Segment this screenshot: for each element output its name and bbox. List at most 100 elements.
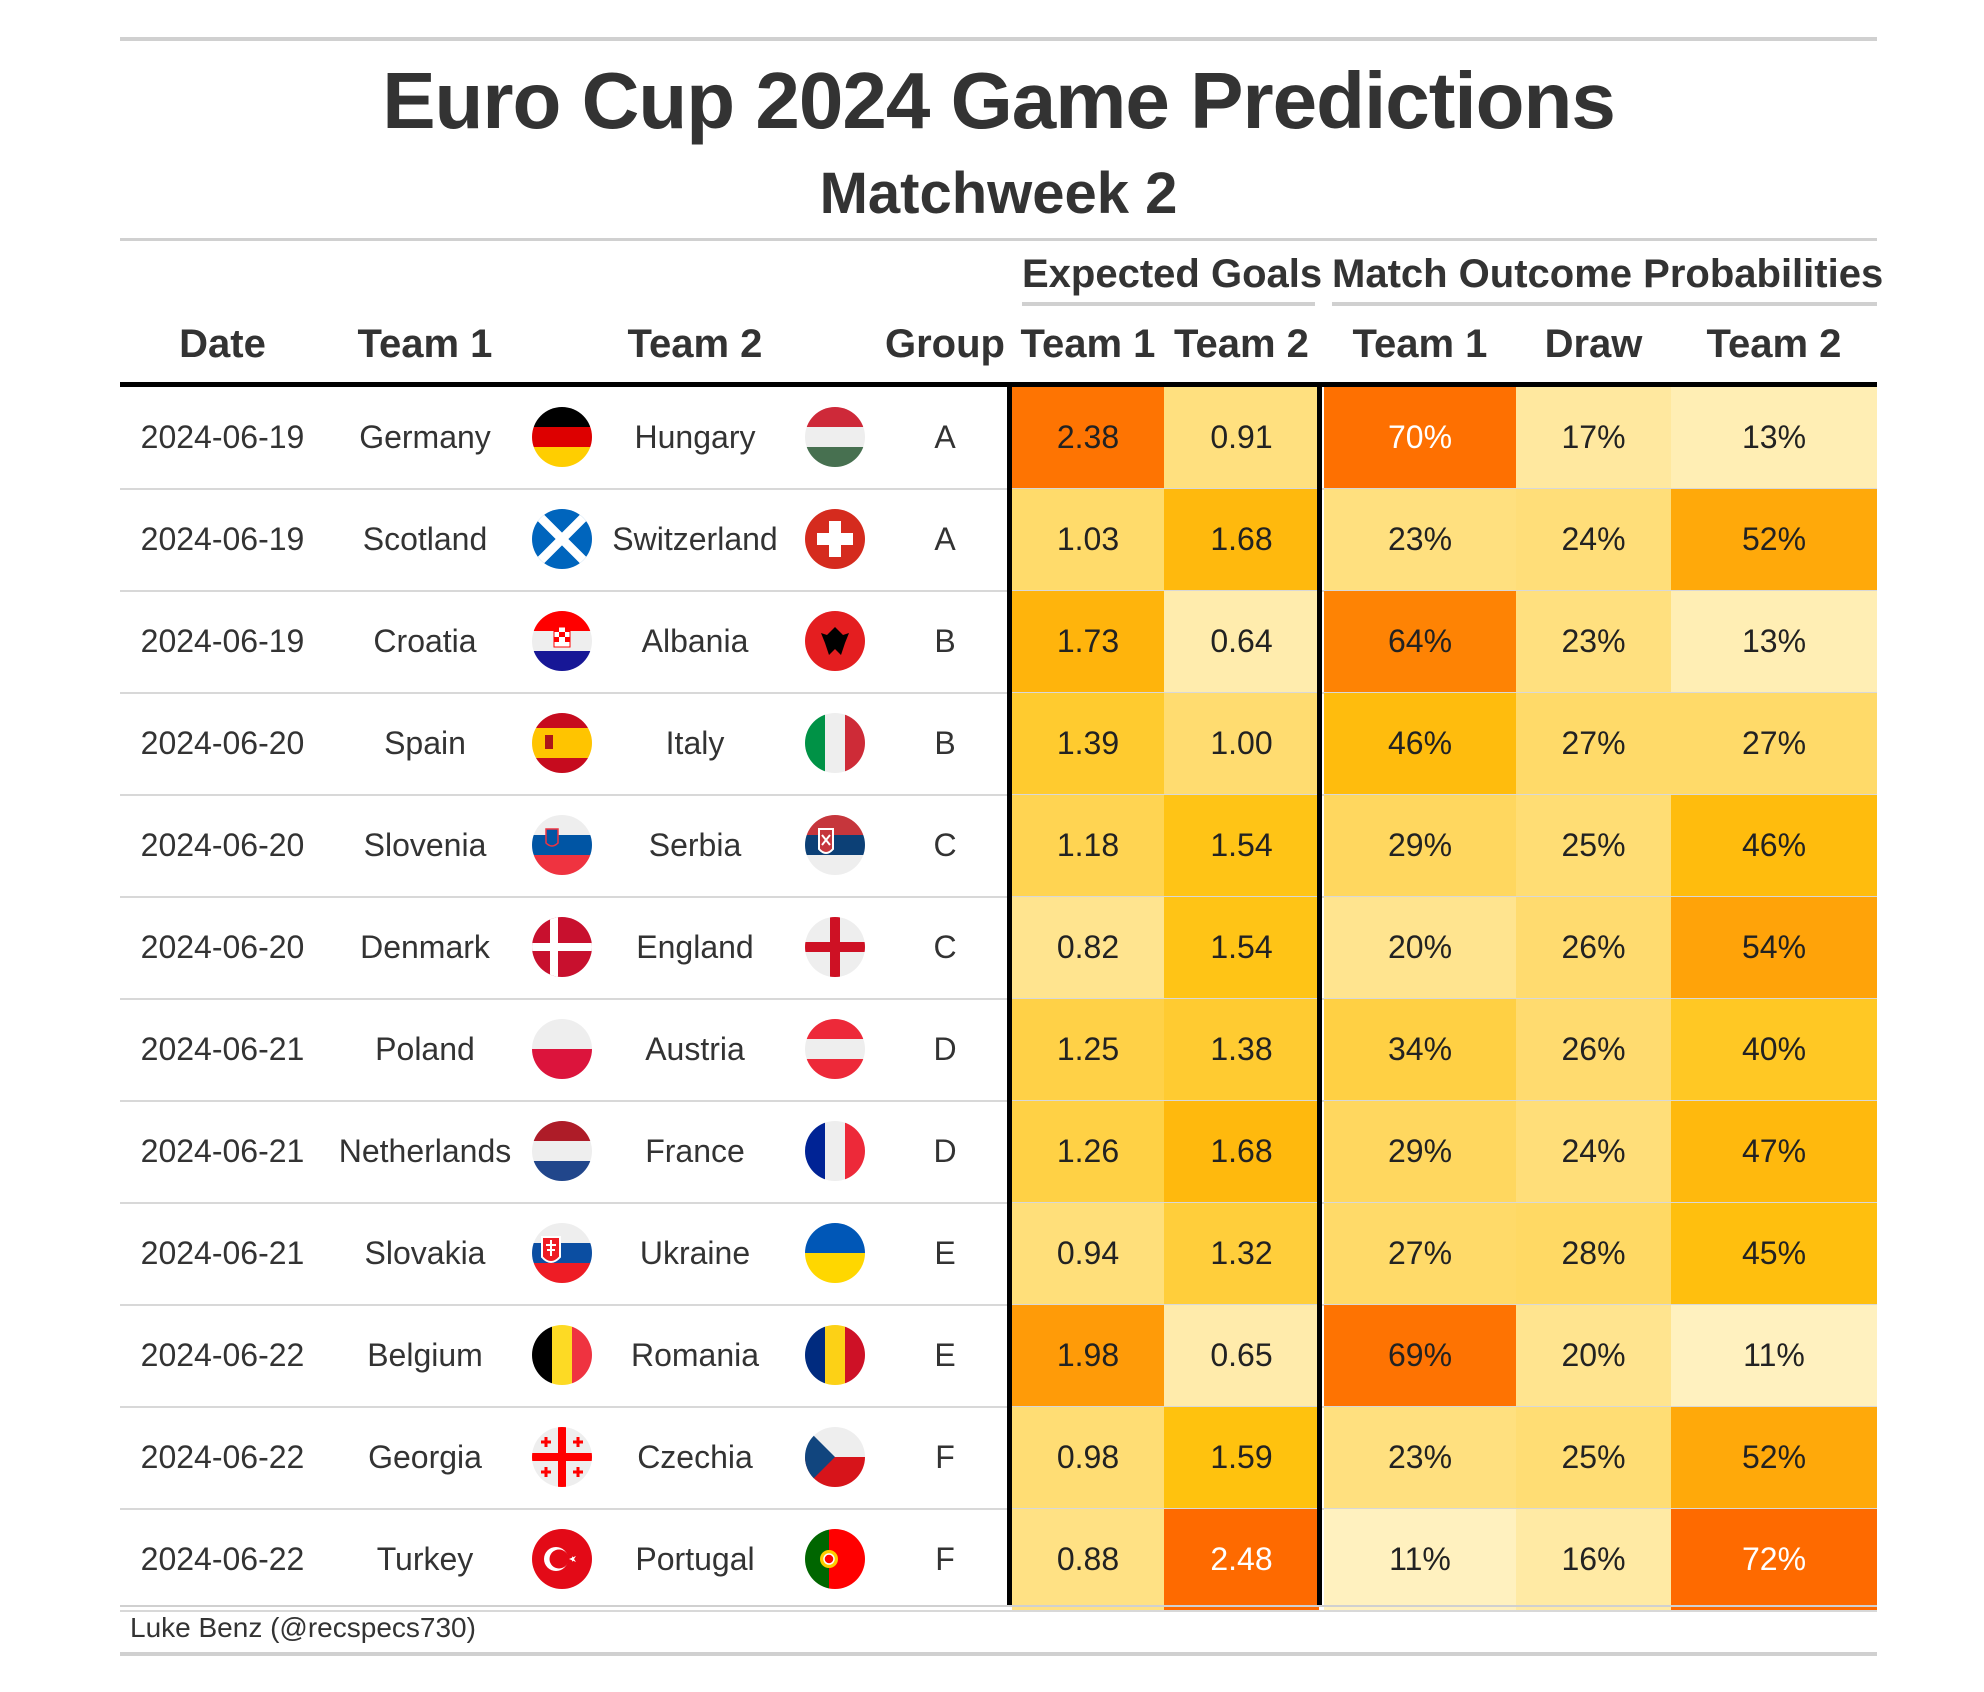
cell-xg1: 0.82 bbox=[1012, 897, 1164, 998]
cell-team2: Switzerland bbox=[612, 521, 778, 557]
cell-draw: 26% bbox=[1516, 897, 1671, 998]
chart-subtitle: Matchweek 2 bbox=[819, 161, 1178, 226]
col-header-team2: Team 2 bbox=[627, 322, 763, 366]
table-row: 2024-06-20 Slovenia Serbia C 1.18 1.54 29% 25% 4… bbox=[120, 795, 1877, 898]
cell-team2: Italy bbox=[665, 725, 725, 761]
romania-flag-icon bbox=[805, 1325, 865, 1385]
cell-xg1: 1.73 bbox=[1012, 591, 1164, 692]
cell-draw: 24% bbox=[1516, 489, 1671, 590]
col-header-xg-team2: Team 2 bbox=[1174, 322, 1309, 366]
cell-group: B bbox=[934, 725, 956, 761]
cell-p1: 34% bbox=[1324, 999, 1516, 1100]
cell-p1: 46% bbox=[1324, 693, 1516, 794]
cell-date: 2024-06-22 bbox=[140, 1439, 305, 1475]
col-header-prob-team2: Team 2 bbox=[1706, 322, 1842, 366]
cell-group: D bbox=[933, 1031, 957, 1067]
cell-p2: 11% bbox=[1671, 1305, 1877, 1406]
cell-xg2: 2.48 bbox=[1164, 1509, 1319, 1610]
cell-xg1: 1.98 bbox=[1012, 1305, 1164, 1406]
cell-xg2: 1.38 bbox=[1164, 999, 1319, 1100]
cell-team2: Austria bbox=[645, 1031, 745, 1067]
cell-p1: 20% bbox=[1324, 897, 1516, 998]
cell-draw: 27% bbox=[1516, 693, 1671, 794]
table-row: 2024-06-19 Scotland Switzerland A 1.03 1.68 23… bbox=[120, 489, 1877, 592]
cell-team2: England bbox=[636, 929, 754, 965]
cell-date: 2024-06-21 bbox=[140, 1133, 305, 1169]
cell-date: 2024-06-19 bbox=[140, 623, 305, 659]
cell-xg2: 0.65 bbox=[1164, 1305, 1319, 1406]
cell-p1: 11% bbox=[1324, 1509, 1516, 1610]
cell-team2: Portugal bbox=[635, 1541, 755, 1577]
cell-xg2: 1.54 bbox=[1164, 897, 1319, 998]
bottom-rule bbox=[120, 1652, 1877, 1656]
cell-date: 2024-06-19 bbox=[140, 521, 305, 557]
cell-team1: Turkey bbox=[376, 1541, 474, 1577]
turkey-flag-icon bbox=[532, 1529, 592, 1589]
cell-team1: Spain bbox=[384, 725, 466, 761]
denmark-flag-icon bbox=[532, 917, 592, 977]
cell-xg2: 1.00 bbox=[1164, 693, 1319, 794]
cell-draw: 25% bbox=[1516, 795, 1671, 896]
cell-team1: Slovenia bbox=[363, 827, 487, 863]
portugal-flag-icon bbox=[805, 1529, 865, 1589]
cell-p2: 45% bbox=[1671, 1203, 1877, 1304]
cell-team2: Czechia bbox=[637, 1439, 753, 1475]
cell-draw: 28% bbox=[1516, 1203, 1671, 1304]
header-rule bbox=[120, 238, 1877, 241]
netherlands-flag-icon bbox=[532, 1121, 592, 1181]
table-row: 2024-06-21 Slovakia Ukraine E 0.94 1.32 27% 28%… bbox=[120, 1203, 1877, 1306]
cell-date: 2024-06-20 bbox=[140, 827, 305, 863]
cell-team1: Denmark bbox=[360, 929, 490, 965]
table-row: 2024-06-22 Georgia Czechia F 0.98 1.59 23% 25% 5… bbox=[120, 1407, 1877, 1510]
source-credit: Luke Benz (@recspecs730) bbox=[130, 1612, 476, 1643]
cell-p2: 46% bbox=[1671, 795, 1877, 896]
cell-xg2: 0.64 bbox=[1164, 591, 1319, 692]
hungary-flag-icon bbox=[805, 407, 865, 467]
cell-draw: 16% bbox=[1516, 1509, 1671, 1610]
germany-flag-icon bbox=[532, 407, 592, 467]
cell-p2: 27% bbox=[1671, 693, 1877, 794]
slovenia-flag-icon bbox=[532, 815, 592, 875]
cell-p1: 27% bbox=[1324, 1203, 1516, 1304]
cell-xg1: 0.88 bbox=[1012, 1509, 1164, 1610]
cell-draw: 26% bbox=[1516, 999, 1671, 1100]
cell-p1: 23% bbox=[1324, 1407, 1516, 1508]
cell-p2: 54% bbox=[1671, 897, 1877, 998]
cell-date: 2024-06-22 bbox=[140, 1541, 305, 1577]
cell-p2: 52% bbox=[1671, 1407, 1877, 1508]
cell-p2: 13% bbox=[1671, 591, 1877, 692]
divider-left-outcome bbox=[1317, 387, 1322, 1605]
cell-p1: 29% bbox=[1324, 795, 1516, 896]
poland-flag-icon bbox=[532, 1019, 592, 1079]
cell-p1: 23% bbox=[1324, 489, 1516, 590]
cell-p1: 69% bbox=[1324, 1305, 1516, 1406]
divider-left-expected-goals bbox=[1007, 387, 1012, 1605]
col-header-prob-team1: Team 1 bbox=[1352, 322, 1488, 366]
cell-team1: Belgium bbox=[367, 1337, 483, 1373]
cell-group: B bbox=[934, 623, 956, 659]
cell-p2: 47% bbox=[1671, 1101, 1877, 1202]
cell-xg2: 1.54 bbox=[1164, 795, 1319, 896]
cell-team1: Georgia bbox=[368, 1439, 482, 1475]
cell-draw: 20% bbox=[1516, 1305, 1671, 1406]
table-row: 2024-06-19 Germany Hungary A 2.38 0.91 70% 17% 1… bbox=[120, 387, 1877, 490]
czechia-flag-icon bbox=[805, 1427, 865, 1487]
slovakia-flag-icon bbox=[532, 1223, 592, 1283]
cell-date: 2024-06-21 bbox=[140, 1235, 305, 1271]
cell-group: C bbox=[933, 827, 957, 863]
col-header-group: Group bbox=[885, 322, 1005, 366]
table-row: 2024-06-22 Belgium Romania E 1.98 0.65 69% 20% 1… bbox=[120, 1305, 1877, 1408]
cell-date: 2024-06-19 bbox=[140, 419, 305, 455]
spain-flag-icon bbox=[532, 713, 592, 773]
cell-team1: Poland bbox=[375, 1031, 475, 1067]
cell-draw: 17% bbox=[1516, 387, 1671, 488]
cell-xg1: 1.18 bbox=[1012, 795, 1164, 896]
cell-team2: Albania bbox=[641, 623, 749, 659]
cell-team2: Serbia bbox=[648, 827, 742, 863]
cell-xg1: 0.94 bbox=[1012, 1203, 1164, 1304]
cell-p2: 40% bbox=[1671, 999, 1877, 1100]
ukraine-flag-icon bbox=[805, 1223, 865, 1283]
cell-xg2: 1.68 bbox=[1164, 489, 1319, 590]
cell-team1: Croatia bbox=[373, 623, 477, 659]
cell-group: A bbox=[934, 419, 956, 455]
